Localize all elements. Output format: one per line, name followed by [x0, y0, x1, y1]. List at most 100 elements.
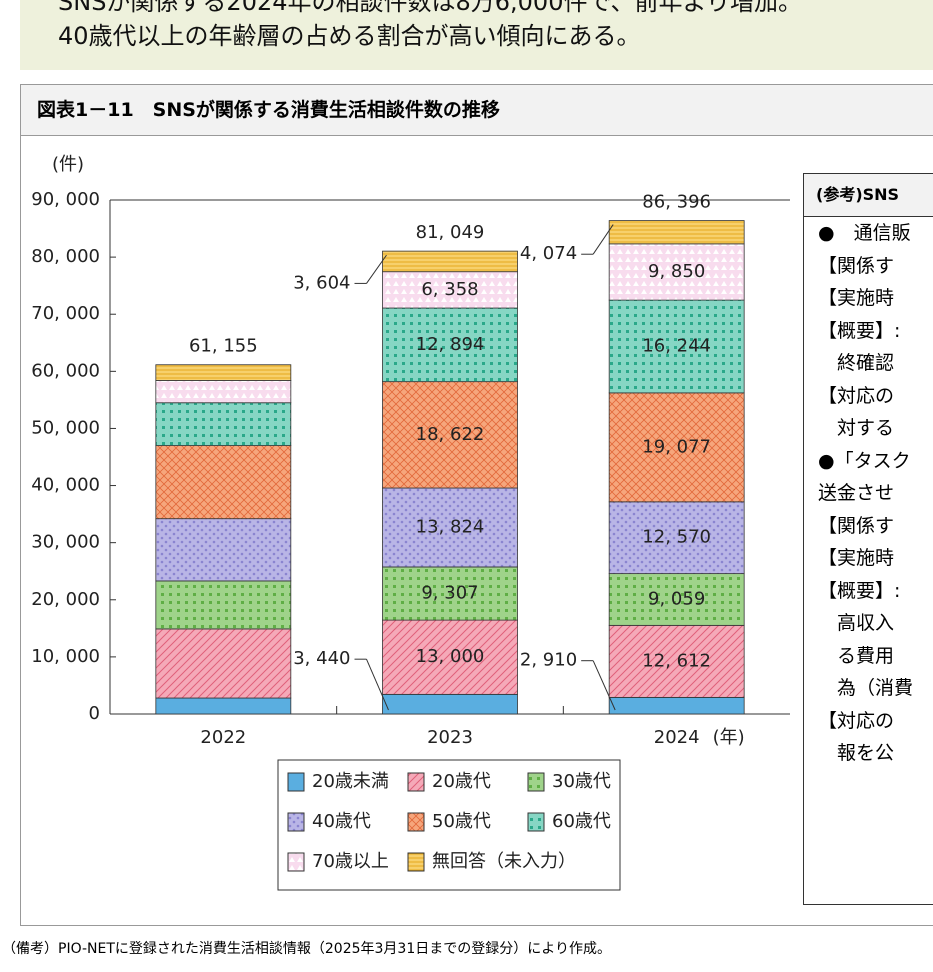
figure: 図表1－11 SNSが関係する消費生活相談件数の推移 (参考)SNS ● 通信販… — [20, 84, 933, 926]
bar-segment — [608, 624, 745, 698]
y-tick-label: 60, 000 — [31, 360, 100, 381]
side-panel: (参考)SNS ● 通信販 【関係す 【実施時 【概要】: 終確認 【対応の 対する ●「… — [803, 173, 933, 905]
y-tick-label: 0 — [89, 703, 100, 724]
side-line: 【対応の — [818, 384, 895, 407]
value-label: 3, 440 — [293, 648, 350, 669]
x-tick-label: 2023 — [427, 727, 473, 748]
value-label: 3, 604 — [293, 272, 350, 293]
y-tick-label: 70, 000 — [31, 303, 100, 324]
value-label: 18, 622 — [416, 424, 485, 445]
legend-label: 無回答（未入力） — [432, 851, 576, 872]
side-line: 【実施時 — [818, 287, 895, 309]
side-line: 【関係す — [818, 514, 895, 537]
bar-segment — [382, 307, 518, 383]
side-line: 対する — [818, 417, 895, 439]
x-tick-label: 2024 — [654, 727, 700, 748]
bar-segment — [155, 402, 292, 446]
legend-label: 70歳以上 — [312, 851, 389, 872]
bar-segment — [608, 220, 745, 245]
bar-segment — [608, 696, 745, 715]
value-label: 13, 824 — [416, 516, 485, 537]
value-label: 2, 910 — [520, 650, 577, 671]
side-line: 【関係す — [818, 254, 895, 277]
y-tick-label: 20, 000 — [31, 589, 100, 610]
legend-swatch — [527, 772, 545, 792]
summary-line: 40歳代以上の年齢層の占める割合が高い傾向にある。 — [58, 22, 641, 50]
chart: (件) 0 10, 000 20, 000 30, 000 40, 000 50, 000 6… — [31, 154, 790, 891]
legend-swatch — [527, 812, 545, 832]
value-label: 19, 077 — [642, 436, 711, 457]
bar-segment — [382, 250, 518, 273]
y-unit: (件) — [52, 154, 84, 175]
bar-segment — [608, 392, 745, 503]
side-line: 報を公 — [818, 742, 895, 764]
value-label: 12, 570 — [642, 527, 711, 548]
y-tick-label: 40, 000 — [31, 475, 100, 496]
bar-segment — [155, 380, 292, 404]
side-line: 高収入 — [818, 612, 895, 634]
side-line: 【概要】: — [818, 579, 901, 602]
summary-box: SNSが関係する2024年の相談件数は8万6,000件で、前年より増加。 40歳… — [20, 0, 933, 70]
bar-segment — [382, 693, 518, 715]
side-line: る費用 — [818, 644, 895, 667]
value-label: 12, 612 — [642, 650, 711, 671]
legend-swatch — [287, 852, 305, 872]
bar-segment — [608, 501, 745, 575]
value-label: 9, 850 — [648, 261, 705, 282]
value-label: 16, 244 — [642, 335, 711, 356]
bar-segment — [155, 518, 292, 582]
bar-segment — [608, 299, 745, 394]
value-label: 6, 358 — [421, 279, 478, 300]
side-title: (参考)SNS — [804, 174, 933, 217]
x-unit: (年) — [713, 727, 745, 748]
bar-segment — [382, 619, 518, 695]
value-label: 9, 059 — [648, 588, 705, 609]
side-line: 送金させ — [818, 482, 895, 504]
bar-segment — [155, 364, 292, 381]
side-line: ●「タスク — [818, 449, 911, 472]
legend-label: 20歳代 — [432, 771, 491, 792]
legend-label: 30歳代 — [552, 771, 611, 792]
bar-segment — [155, 580, 292, 630]
bar-segment — [155, 697, 292, 715]
leader-line — [366, 658, 389, 711]
bar-segment — [155, 628, 292, 699]
legend-label: 40歳代 — [312, 811, 371, 832]
legend-swatch — [407, 812, 425, 832]
legend-swatch — [287, 812, 305, 832]
legend-box — [277, 759, 621, 891]
note: （備考）PIO-NETに登録された消費生活相談情報（2025年3月31日までの登… — [2, 941, 611, 957]
total-label: 86, 396 — [642, 192, 711, 213]
bar-segment — [382, 271, 518, 309]
legend-label: 60歳代 — [552, 811, 611, 832]
legend-swatch — [407, 852, 425, 872]
bar-segment — [608, 243, 745, 301]
total-label: 61, 155 — [189, 336, 258, 357]
y-tick-label: 10, 000 — [31, 646, 100, 667]
bar-segment — [382, 381, 518, 489]
side-line: 終確認 — [818, 352, 895, 374]
leader-line — [366, 254, 387, 284]
side-line: 【対応の — [818, 709, 895, 732]
side-line: 【実施時 — [818, 547, 895, 569]
y-tick-label: 80, 000 — [31, 246, 100, 267]
legend-swatch — [287, 772, 305, 792]
legend-swatch — [407, 772, 425, 792]
y-tick-label: 30, 000 — [31, 532, 100, 553]
bar-segment — [382, 487, 518, 568]
side-line: 【概要】: — [818, 319, 901, 342]
y-tick-label: 50, 000 — [31, 417, 100, 438]
legend-label: 50歳代 — [432, 811, 491, 832]
side-line: ● 通信販 — [818, 222, 911, 244]
side-line: 為（消費 — [818, 677, 914, 699]
value-label: 9, 307 — [421, 583, 478, 604]
bar-segment — [382, 566, 518, 621]
value-label: 12, 894 — [416, 334, 485, 355]
total-label: 81, 049 — [416, 222, 485, 243]
value-label: 13, 000 — [416, 646, 485, 667]
leader-line — [592, 224, 614, 255]
legend-label: 20歳未満 — [312, 771, 389, 792]
x-tick-label: 2022 — [200, 727, 246, 748]
leader-line — [592, 660, 616, 711]
